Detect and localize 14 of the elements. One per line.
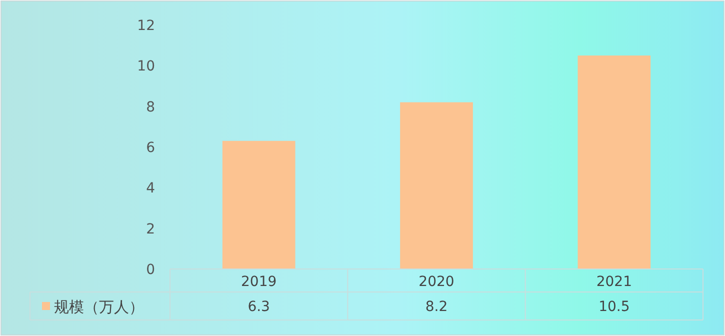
x-tick-label: 2021 bbox=[596, 274, 632, 290]
data-label: 10.5 bbox=[598, 299, 630, 315]
x-tick-label: 2019 bbox=[241, 274, 277, 290]
x-tick-label: 2020 bbox=[418, 274, 454, 290]
data-label: 6.3 bbox=[248, 299, 270, 315]
legend-label: 规模（万人） bbox=[54, 298, 144, 316]
y-tick-label: 8 bbox=[146, 99, 155, 116]
y-tick-label: 6 bbox=[146, 140, 156, 156]
y-tick-label: 10 bbox=[137, 58, 155, 75]
data-label: 8.2 bbox=[425, 299, 448, 315]
y-tick-label: 0 bbox=[146, 262, 155, 278]
y-tick-label: 12 bbox=[137, 18, 155, 34]
y-tick-label: 4 bbox=[146, 180, 156, 197]
y-tick-label: 2 bbox=[146, 221, 155, 238]
